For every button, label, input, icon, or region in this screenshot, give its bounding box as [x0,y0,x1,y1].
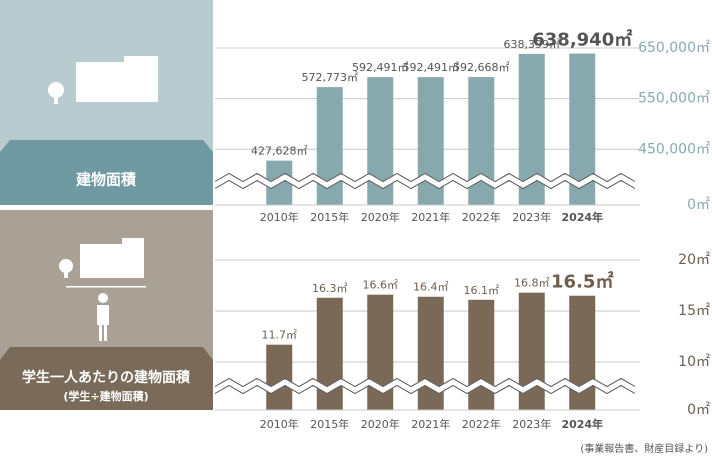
y-tick-label: 650,000㎡ [638,40,710,56]
value-label: 592,491㎡ [403,61,460,74]
x-tick-label: 2023年 [512,417,551,431]
axis-break [214,172,636,183]
title-band [0,347,213,410]
bar [316,297,343,410]
building-icon [59,238,146,341]
x-tick-label: 2022年 [462,417,501,431]
value-label: 592,668㎡ [453,61,510,74]
value-label: 16.5㎡ [551,271,613,293]
value-label: 16.6㎡ [363,279,399,292]
axis-break [214,384,636,395]
value-label: 16.4㎡ [413,281,449,294]
chart-subtitle: (学生÷建物面積) [63,389,148,403]
source: (事業報告書、財産目録より) [580,442,708,455]
bar [468,299,495,410]
bar [367,294,394,410]
title-band [0,140,213,205]
x-tick-label: 2021年 [411,210,450,224]
value-label: 11.7㎡ [262,329,298,342]
value-label: 638,940㎡ [532,29,632,51]
axis-break [214,179,636,190]
value-label: 638,399㎡ [504,38,561,51]
x-tick-label: 2023年 [512,210,551,224]
x-tick-label: 2024年 [561,417,603,431]
y-tick-label: 0㎡ [687,197,710,213]
y-tick-label: 0㎡ [687,402,710,418]
x-tick-label: 2021年 [411,417,450,431]
chart-title: 建物面積 [76,171,137,189]
value-label: 572,773㎡ [302,71,359,84]
y-tick-label: 15㎡ [678,303,710,319]
value-label: 16.3㎡ [312,282,348,295]
building-icon [48,56,158,104]
chart-title: 学生一人あたりの建物面積 [22,369,191,386]
x-tick-label: 2022年 [462,210,501,224]
value-label: 16.1㎡ [464,284,500,297]
x-tick-label: 2015年 [310,417,349,431]
bar [266,344,293,410]
x-tick-label: 2024年 [561,210,603,224]
y-tick-label: 10㎡ [678,354,710,370]
axis-break [213,172,637,190]
value-label: 16.8㎡ [514,277,550,290]
value-label: 427,628㎡ [251,145,308,158]
x-tick-label: 2020年 [361,417,400,431]
axis-break [213,377,637,395]
y-tick-label: 20㎡ [678,252,710,268]
bar [569,295,596,410]
x-tick-label: 2010年 [260,210,299,224]
y-tick-label: 450,000㎡ [638,141,710,157]
value-label: 592,491㎡ [352,61,409,74]
y-tick-label: 550,000㎡ [638,91,710,107]
axis-break [214,377,636,388]
x-tick-label: 2015年 [310,210,349,224]
x-tick-label: 2010年 [260,417,299,431]
x-tick-label: 2020年 [361,210,400,224]
